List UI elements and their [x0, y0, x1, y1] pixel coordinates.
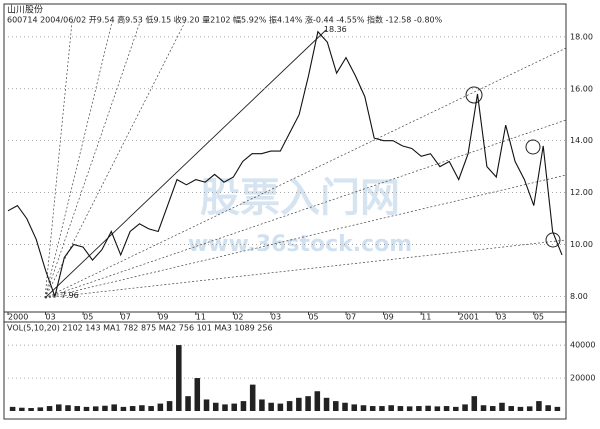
volume-bar	[499, 402, 505, 411]
volume-bar	[277, 403, 284, 411]
volume-bar	[286, 401, 293, 411]
frame	[3, 3, 567, 420]
x-tick-label: 09	[158, 313, 168, 322]
volume-bar	[129, 406, 136, 411]
x-tick-label: 03	[271, 313, 281, 322]
volume-bar	[425, 405, 431, 411]
volume-bar	[9, 406, 16, 411]
volume-bar	[83, 406, 90, 411]
volume-bar	[157, 403, 164, 411]
volume-bar	[28, 408, 34, 411]
volume-bar	[185, 396, 191, 411]
x-tick-label: 07	[346, 313, 356, 322]
highlight-ring	[525, 139, 541, 155]
y-tick-label: 12.00	[570, 188, 593, 197]
x-tick-label: 05	[534, 313, 544, 322]
gann-fan	[44, 21, 567, 299]
volume-bar	[111, 404, 117, 411]
volume-bar	[545, 405, 551, 411]
volume-bar	[222, 404, 228, 411]
volume-bar	[305, 396, 311, 411]
x-tick-label: 2001	[459, 313, 479, 322]
volume-bar	[333, 401, 339, 411]
y-tick-label: 20000	[570, 374, 595, 383]
x-tick-label: 07	[121, 313, 131, 322]
volume-bar	[508, 406, 514, 411]
x-tick-label: 03	[496, 313, 506, 322]
volume-bar	[416, 406, 422, 411]
x-tick-label: 03	[46, 313, 56, 322]
highlight-ring	[465, 86, 483, 104]
volume-bar	[314, 391, 321, 411]
volume-bar	[526, 406, 533, 411]
volume-bar	[489, 406, 496, 411]
y-tick-label: 16.00	[570, 84, 593, 93]
volume-bar	[351, 404, 358, 411]
volume-bar	[342, 402, 348, 411]
y-tick-label: 10.00	[570, 240, 593, 249]
x-tick-label: 05	[308, 313, 318, 322]
volume-bar	[259, 399, 265, 411]
volume-bar	[37, 407, 44, 411]
x-tick-label: 11	[421, 313, 431, 322]
volume-bar	[65, 405, 71, 411]
volume-bar	[517, 406, 524, 411]
volume-bar	[148, 406, 154, 411]
volume-bar	[212, 402, 219, 411]
volume-bar	[406, 406, 413, 411]
volume-bar	[471, 396, 478, 411]
price-line	[7, 30, 563, 299]
volume-bar	[480, 405, 487, 411]
y-tick-label: 8.00	[570, 292, 588, 301]
stock-name: 山川股份	[7, 4, 43, 16]
volume-bar	[203, 399, 210, 411]
volume-bar	[536, 401, 542, 411]
y-tick-label: 40000	[570, 341, 595, 350]
volume-bar	[56, 404, 62, 411]
x-tick-label: 05	[83, 313, 93, 322]
volume-bar	[453, 406, 459, 411]
volume-bar	[554, 406, 561, 411]
volume-bar	[166, 401, 173, 411]
volume-bar	[397, 406, 404, 411]
volume-bar	[379, 406, 385, 411]
volume-bar	[296, 397, 302, 411]
x-tick-label: 02	[233, 313, 243, 322]
annotation: 7.96	[61, 291, 79, 300]
volume-bar	[249, 384, 256, 411]
y-tick-label: 18.00	[570, 32, 593, 41]
volume-bar	[268, 402, 274, 411]
volume-bar	[240, 401, 247, 411]
volume-bar	[388, 405, 394, 411]
volume-bar	[74, 406, 81, 411]
volume-bar	[46, 406, 53, 411]
volume-bar	[102, 405, 108, 411]
annotation: 18.36	[324, 25, 347, 34]
volume-bar	[92, 406, 99, 411]
x-tick-label: 2000	[8, 313, 28, 322]
x-tick-label: 09	[384, 313, 394, 322]
watermark: 股票入门网	[200, 175, 400, 221]
volume-bar	[194, 378, 201, 411]
volume-bar	[139, 405, 145, 411]
volume-header: VOL(5,10,20) 2102 143 MA1 782 875 MA2 75…	[7, 324, 273, 333]
y-tick-label: 14.00	[570, 136, 593, 145]
volume-bar	[19, 407, 25, 411]
x-tick-label: 11	[196, 313, 206, 322]
volume-bar	[360, 405, 367, 411]
volume-bar	[443, 406, 450, 411]
volume-bar	[434, 406, 441, 411]
volume-bar	[323, 397, 330, 411]
volume-bar	[369, 406, 376, 411]
volume-bar	[462, 404, 468, 411]
quote-header: 600714 2004/06/02 开9.54 高9.53 低9.15 收9.2…	[7, 15, 443, 25]
volume-bar	[231, 403, 237, 411]
volume-bar	[120, 406, 127, 411]
volume-bar	[176, 345, 182, 411]
